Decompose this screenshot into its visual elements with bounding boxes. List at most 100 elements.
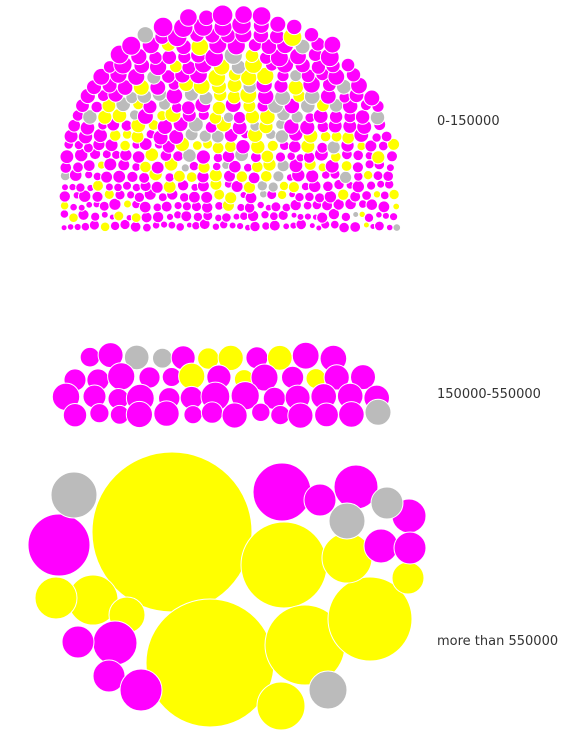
bubble-small bbox=[198, 9, 215, 27]
bubble-small bbox=[260, 149, 275, 164]
bubble-small bbox=[138, 171, 151, 184]
bubble-small bbox=[314, 192, 326, 204]
bubble-small bbox=[351, 161, 364, 174]
bubble-large bbox=[308, 670, 348, 710]
bubble-small bbox=[58, 190, 72, 203]
bubble-small bbox=[180, 163, 190, 173]
bubble-small bbox=[66, 223, 75, 231]
bubble-small bbox=[91, 190, 104, 203]
bubble-small bbox=[290, 211, 298, 219]
bubble-small bbox=[362, 170, 374, 181]
bubble-large bbox=[92, 620, 138, 666]
bubble-small bbox=[303, 212, 312, 221]
bubble-small bbox=[157, 192, 168, 203]
group-label-small: 0-150000 bbox=[437, 114, 500, 129]
bubble-large bbox=[119, 668, 163, 712]
bubble-small bbox=[181, 201, 192, 212]
bubble-small bbox=[59, 149, 75, 165]
bubble-small bbox=[338, 221, 350, 234]
bubble-small bbox=[140, 211, 153, 224]
bubble-large bbox=[91, 451, 253, 613]
bubble-medium bbox=[250, 363, 279, 392]
bubble-small bbox=[365, 198, 379, 211]
bubble-small bbox=[286, 18, 303, 36]
bubble-small bbox=[60, 224, 68, 232]
bubble-small bbox=[267, 181, 279, 193]
group-label-large: more than 550000 bbox=[437, 634, 559, 649]
bubble-small bbox=[131, 150, 146, 164]
bubble-small bbox=[272, 170, 285, 183]
bubble-large bbox=[34, 576, 78, 620]
bubble-small bbox=[308, 222, 316, 230]
bubble-small bbox=[152, 16, 174, 38]
bubble-small bbox=[380, 130, 393, 143]
bubble-small bbox=[352, 211, 360, 218]
bubble-small bbox=[211, 222, 221, 231]
bubble-medium bbox=[338, 401, 365, 428]
bubble-small bbox=[113, 182, 123, 193]
bubble-small bbox=[340, 211, 352, 223]
bubble-large bbox=[393, 531, 427, 565]
bubble-small bbox=[82, 159, 96, 173]
bubble-small bbox=[235, 139, 251, 155]
bubble-small bbox=[372, 170, 384, 182]
bubble-small bbox=[179, 8, 198, 27]
bubble-small bbox=[303, 27, 320, 43]
bubble-small bbox=[100, 210, 109, 219]
bubble-small bbox=[392, 202, 401, 211]
bubble-small bbox=[340, 160, 353, 172]
bubble-small bbox=[386, 150, 398, 163]
bubble-small bbox=[376, 179, 386, 189]
bubble-small bbox=[179, 192, 190, 203]
bubble-medium bbox=[221, 402, 248, 429]
bubble-small bbox=[212, 152, 224, 164]
bubble-small bbox=[382, 170, 395, 182]
bubble-small bbox=[130, 212, 142, 224]
bubble-small bbox=[266, 139, 279, 152]
bubble-small bbox=[377, 140, 389, 152]
bubble-small bbox=[180, 210, 193, 223]
bubble-small bbox=[234, 5, 253, 24]
bubble-small bbox=[339, 170, 353, 184]
bubble-small bbox=[260, 170, 273, 183]
bubble-small bbox=[164, 172, 175, 183]
bubble-small bbox=[256, 200, 265, 210]
bubble-small bbox=[363, 212, 375, 224]
bubble-small bbox=[352, 149, 365, 162]
bubble-small bbox=[389, 212, 399, 222]
bubble-small bbox=[232, 212, 241, 221]
bubble-large bbox=[328, 502, 366, 540]
bubble-small bbox=[371, 150, 386, 165]
bubble-small bbox=[221, 212, 232, 223]
bubble-small bbox=[151, 210, 165, 224]
bubble-small bbox=[274, 151, 287, 163]
bubble-small bbox=[136, 26, 155, 44]
bubble-small bbox=[236, 202, 246, 213]
bubble-small bbox=[316, 211, 329, 224]
bubble-small bbox=[361, 190, 373, 201]
bubble-small bbox=[69, 202, 78, 212]
bubble-medium bbox=[350, 364, 376, 391]
bubble-small bbox=[236, 222, 245, 231]
bubble-medium bbox=[107, 362, 136, 391]
bubble-medium bbox=[62, 403, 88, 428]
bubble-medium bbox=[153, 400, 180, 427]
bubble-small bbox=[294, 192, 305, 203]
bubble-small bbox=[247, 171, 261, 185]
bubble-small bbox=[388, 188, 400, 201]
bubble-small bbox=[123, 199, 132, 209]
bubble-small bbox=[281, 202, 292, 213]
bubble-small bbox=[133, 191, 146, 204]
bubble-small bbox=[113, 210, 125, 222]
bubble-large bbox=[363, 528, 399, 564]
bubble-small bbox=[337, 188, 350, 201]
bubble-small bbox=[172, 150, 185, 163]
bubble-small bbox=[304, 191, 315, 203]
bubble-small bbox=[68, 212, 79, 223]
bubble-small bbox=[165, 212, 175, 221]
bubble-medium bbox=[89, 403, 110, 424]
bubble-small bbox=[269, 15, 287, 33]
bubble-small bbox=[354, 109, 371, 125]
bubble-small bbox=[188, 190, 201, 204]
bubble-small bbox=[119, 139, 131, 152]
